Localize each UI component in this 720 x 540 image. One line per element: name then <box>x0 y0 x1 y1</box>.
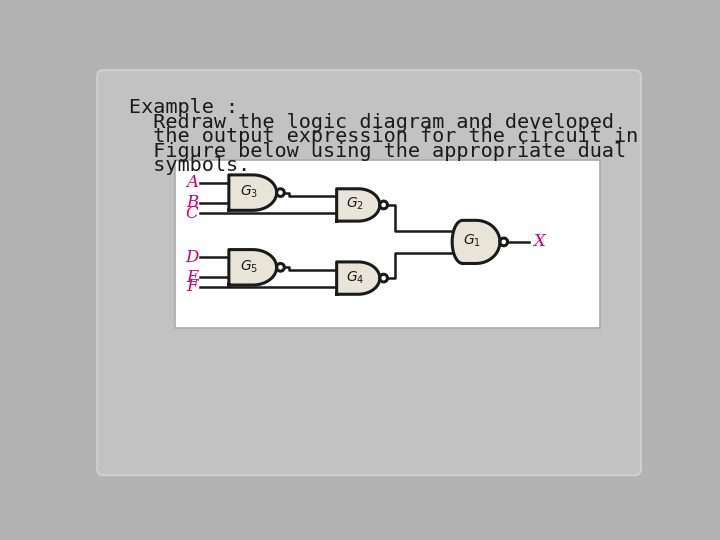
Circle shape <box>276 189 284 197</box>
Circle shape <box>276 264 284 271</box>
Polygon shape <box>337 189 379 221</box>
Text: D: D <box>185 249 199 266</box>
Circle shape <box>379 274 387 282</box>
Polygon shape <box>452 220 500 264</box>
Text: A: A <box>186 174 198 191</box>
Text: C: C <box>186 205 198 222</box>
Text: $G_4$: $G_4$ <box>346 269 364 286</box>
Text: $G_1$: $G_1$ <box>463 233 481 249</box>
Text: Example :: Example : <box>129 98 238 117</box>
Text: the output expression for the circuit in: the output expression for the circuit in <box>129 127 638 146</box>
Polygon shape <box>229 249 276 285</box>
Circle shape <box>379 201 387 209</box>
Bar <box>175 160 600 328</box>
Text: symbols.: symbols. <box>129 157 250 176</box>
FancyBboxPatch shape <box>97 70 641 475</box>
Text: Redraw the logic diagram and developed: Redraw the logic diagram and developed <box>129 112 613 132</box>
Text: F: F <box>186 278 198 295</box>
Text: X: X <box>533 233 545 251</box>
Polygon shape <box>337 262 379 294</box>
Text: Figure below using the appropriate dual: Figure below using the appropriate dual <box>129 142 626 161</box>
Text: B: B <box>186 194 198 211</box>
Text: $G_3$: $G_3$ <box>240 184 258 200</box>
Circle shape <box>500 238 508 246</box>
Text: E: E <box>186 269 198 286</box>
Polygon shape <box>229 175 276 211</box>
Text: $G_2$: $G_2$ <box>346 196 364 212</box>
Text: $G_5$: $G_5$ <box>240 258 258 275</box>
